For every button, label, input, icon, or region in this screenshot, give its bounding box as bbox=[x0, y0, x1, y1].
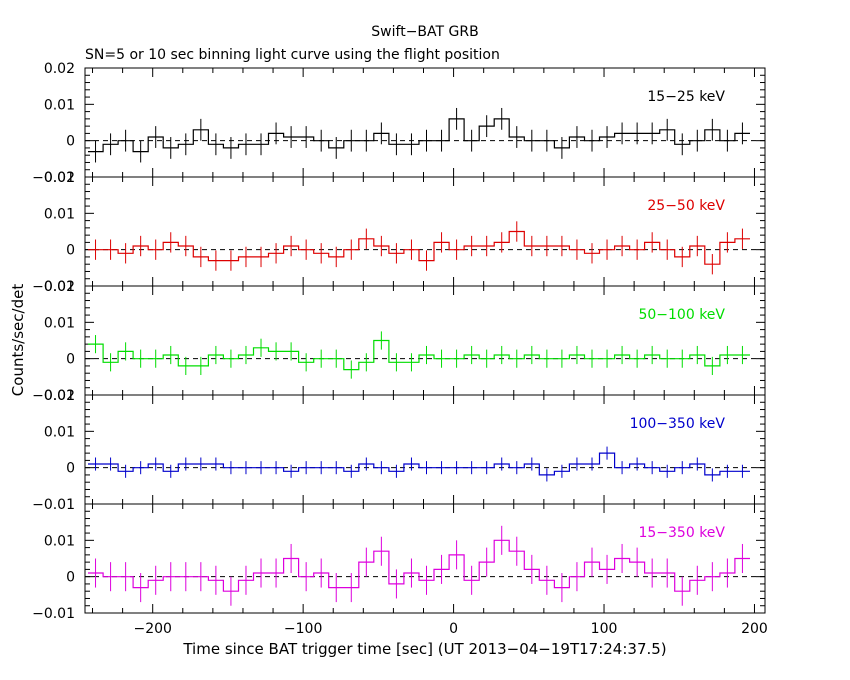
x-axis-label: Time since BAT trigger time [sec] (UT 20… bbox=[182, 640, 666, 658]
band-label: 15−350 keV bbox=[638, 525, 725, 541]
band-label: 25−50 keV bbox=[647, 198, 725, 214]
y-tick-label: 0.01 bbox=[44, 533, 75, 549]
series-line bbox=[88, 118, 750, 153]
y-tick-label: 0 bbox=[66, 134, 75, 150]
y-tick-label: 0 bbox=[66, 352, 75, 368]
panel-4: −0.01 0 0.01 15−350 keV bbox=[32, 503, 766, 622]
y-tick-label: 0 bbox=[66, 570, 75, 586]
y-tick-label: −0.01 bbox=[32, 170, 75, 186]
panel-1: −0.01 0 0.01 0.02 25−50 keV bbox=[32, 170, 766, 295]
x-tick-labels: −200 −100 0 100 200 bbox=[133, 621, 767, 637]
y-tick-label: 0.01 bbox=[44, 206, 75, 222]
series-line bbox=[88, 539, 750, 592]
x-tick-label: 200 bbox=[741, 621, 768, 637]
y-tick-label: −0.01 bbox=[32, 606, 75, 622]
x-tick-label: −100 bbox=[284, 621, 322, 637]
panel-frame bbox=[84, 394, 766, 505]
y-axis-label: Counts/sec/det bbox=[9, 284, 27, 397]
series-line bbox=[88, 230, 750, 265]
panel-frame bbox=[84, 503, 766, 614]
y-tick-label: 0.02 bbox=[44, 279, 75, 295]
chart-title: Swift−BAT GRB bbox=[371, 24, 478, 40]
series-line bbox=[88, 452, 750, 476]
x-tick-label: 0 bbox=[449, 621, 458, 637]
y-tick-label: −0.01 bbox=[32, 279, 75, 295]
panel-frame bbox=[84, 285, 766, 396]
y-tick-label: 0 bbox=[66, 243, 75, 259]
panel-frame bbox=[84, 176, 766, 287]
panel-2: −0.01 0 0.01 0.02 50−100 keV bbox=[32, 279, 766, 404]
panel-0: −0.01 0 0.01 0.02 15−25 keV bbox=[32, 61, 766, 186]
y-tick-label: 0.01 bbox=[44, 315, 75, 331]
y-tick-label: −0.01 bbox=[32, 388, 75, 404]
y-tick-label: 0.01 bbox=[44, 424, 75, 440]
band-label: 50−100 keV bbox=[638, 307, 725, 323]
y-tick-label: −0.01 bbox=[32, 497, 75, 513]
y-tick-label: 0.01 bbox=[44, 97, 75, 113]
y-tick-label: 0 bbox=[66, 461, 75, 477]
panel-frame bbox=[84, 67, 766, 178]
y-tick-label: 0.02 bbox=[44, 61, 75, 77]
x-tick-label: −200 bbox=[133, 621, 171, 637]
chart-subtitle: SN=5 or 10 sec binning light curve using… bbox=[85, 47, 500, 63]
panel-3: −0.01 0 0.01 0.02 100−350 keV bbox=[32, 388, 766, 513]
y-tick-label: 0.02 bbox=[44, 388, 75, 404]
band-label: 100−350 keV bbox=[630, 416, 726, 432]
band-label: 15−25 keV bbox=[647, 89, 725, 105]
panels-group: −0.01 0 0.01 0.02 15−25 keV −0.01 0 0.01 0.02 25−… bbox=[32, 61, 766, 622]
y-tick-label: 0.02 bbox=[44, 170, 75, 186]
series-line bbox=[88, 339, 750, 371]
x-tick-label: 100 bbox=[591, 621, 618, 637]
